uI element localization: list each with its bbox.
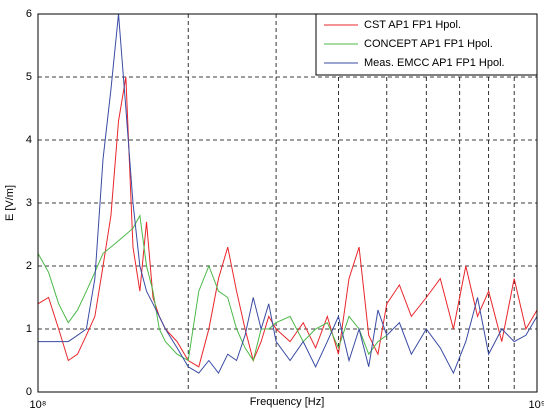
- y-tick-label: 3: [26, 197, 32, 209]
- x-tick-label: 10⁹: [529, 399, 544, 411]
- y-tick-label: 0: [26, 386, 32, 398]
- y-tick-label: 6: [26, 8, 32, 20]
- legend-label: CST AP1 FP1 Hpol.: [364, 19, 461, 31]
- series-line: [37, 214, 388, 362]
- legend-label: CONCEPT AP1 FP1 Hpol.: [364, 38, 493, 50]
- y-axis-label: E [V/m]: [4, 185, 16, 221]
- x-axis-label: Frequency [Hz]: [250, 396, 325, 408]
- y-tick-label: 4: [26, 134, 32, 146]
- y-tick-label: 2: [26, 260, 32, 272]
- y-tick-label: 1: [26, 323, 32, 335]
- plot-frame: [37, 13, 538, 393]
- x-tick-label: 10⁸: [30, 399, 47, 411]
- legend-label: Meas. EMCC AP1 FP1 Hpol.: [364, 57, 505, 69]
- y-tick-label: 5: [26, 71, 32, 83]
- series-line: [38, 13, 538, 375]
